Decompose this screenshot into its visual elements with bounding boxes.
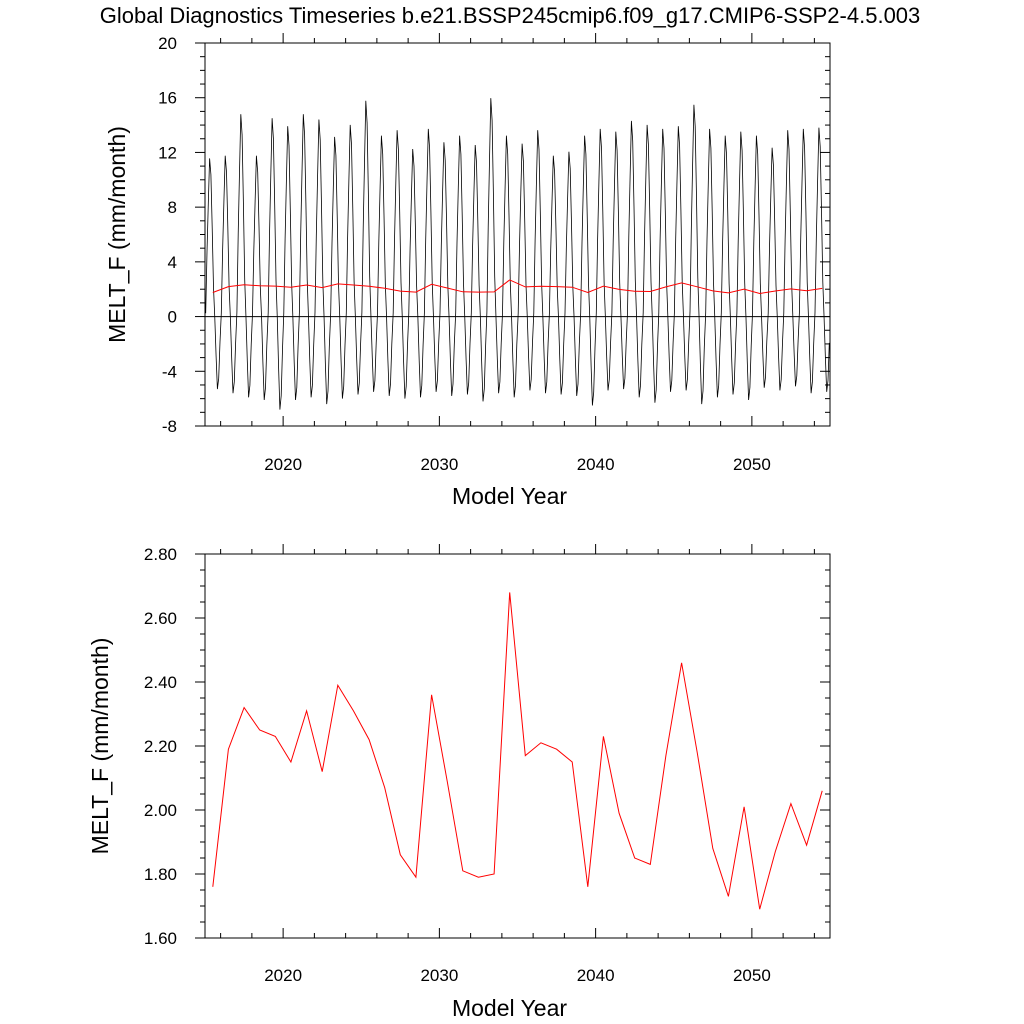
x-tick-label: 2020 bbox=[264, 966, 302, 985]
y-tick-label: 2.80 bbox=[144, 545, 177, 564]
y-tick-label: 0 bbox=[168, 308, 177, 327]
series-line-annual bbox=[212, 279, 823, 295]
x-tick-label: 2030 bbox=[420, 966, 458, 985]
y-tick-label: -4 bbox=[162, 362, 177, 381]
x-tick-label: 2040 bbox=[577, 966, 615, 985]
x-tick-label: 2050 bbox=[733, 455, 771, 474]
x-tick-label: 2050 bbox=[733, 966, 771, 985]
plot-frame bbox=[204, 42, 831, 427]
series-line-monthly bbox=[205, 98, 830, 410]
x-axis-label: Model Year bbox=[452, 483, 567, 509]
y-tick-label: 2.20 bbox=[144, 737, 177, 756]
y-tick-label: -8 bbox=[162, 417, 177, 436]
x-tick-label: 2030 bbox=[420, 455, 458, 474]
y-tick-label: 1.80 bbox=[144, 865, 177, 884]
y-tick-label: 4 bbox=[168, 253, 177, 272]
y-tick-label: 2.00 bbox=[144, 801, 177, 820]
bottom-panel: 1.60 1.80 2.00 2.20 2.40 2.60 2.80 2020 2030 2040… bbox=[87, 544, 831, 1021]
y-tick-label: 20 bbox=[158, 34, 177, 53]
series-line-annual bbox=[212, 592, 823, 910]
y-tick-label: 16 bbox=[158, 89, 177, 108]
chart-title: Global Diagnostics Timeseries b.e21.BSSP… bbox=[100, 3, 921, 28]
y-tick-label: 12 bbox=[158, 143, 177, 162]
plot-frame bbox=[204, 553, 831, 939]
y-tick-label: 2.40 bbox=[144, 673, 177, 692]
x-tick-label: 2020 bbox=[264, 455, 302, 474]
y-tick-label: 2.60 bbox=[144, 609, 177, 628]
y-axis-label: MELT_F (mm/month) bbox=[87, 638, 113, 855]
x-tick-label: 2040 bbox=[577, 455, 615, 474]
y-tick-label: 1.60 bbox=[144, 929, 177, 948]
x-axis-label: Model Year bbox=[452, 995, 567, 1021]
y-axis-label: MELT_F (mm/month) bbox=[104, 126, 130, 343]
y-tick-label: 8 bbox=[168, 198, 177, 217]
